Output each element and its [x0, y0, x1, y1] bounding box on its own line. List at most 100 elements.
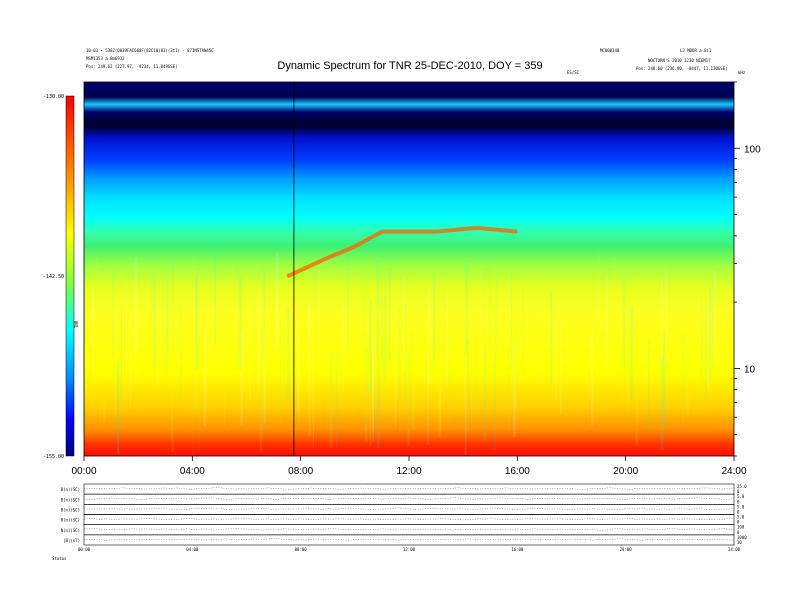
panel-frame: [83, 483, 735, 495]
y-axis: 10 100: [734, 81, 761, 457]
spectrogram-streak: [402, 277, 405, 372]
panel-trace: [83, 528, 735, 531]
spectrogram-streak: [117, 361, 120, 455]
spectrogram-streak: [347, 253, 349, 348]
panel-label: N(n)(SC): [61, 528, 80, 533]
spectrogram-streak: [661, 277, 663, 372]
spectrogram-streak: [120, 310, 123, 404]
spectrogram-streak: [493, 356, 496, 451]
event-label: ES/SC: [567, 70, 580, 75]
colorbar-tick-label: -130.00: [43, 94, 64, 100]
spectrogram-streak: [704, 305, 707, 400]
panel-right-top: 1000: [737, 535, 747, 540]
spectrogram-streak: [193, 252, 195, 347]
spectrogram-streak: [410, 331, 413, 425]
spectrogram-streak: [342, 300, 344, 395]
panel-x-tick-label: 12:00: [403, 547, 416, 552]
parameter-panels: B(n)(SC)25.00B(n)(SC)5.00B(n)(SC)5.00B(n…: [61, 483, 747, 546]
spectrogram-streak: [308, 341, 311, 436]
x-axis: 00:00 04:00 08:00 12:00 16:00 20:00 24:00: [71, 456, 747, 477]
spectrogram-streak: [356, 281, 359, 376]
x-tick-label: 04:00: [180, 466, 205, 477]
spectrogram-streak: [508, 338, 510, 432]
spectrogram-streaks: [84, 225, 717, 456]
spectrogram-streak: [298, 333, 300, 428]
spectrogram-streak: [329, 354, 333, 448]
header-left: 10-03 • 5382(0039FAC668F(82C10(83)(3t1) …: [86, 48, 214, 69]
spectrogram-streak: [660, 356, 664, 450]
panel-right-bottom: 10: [737, 540, 742, 545]
header-left-line-3: Pos: 249.62 (227.97, -9234, 11.849GSE): [86, 64, 178, 69]
spectrogram-streak: [369, 351, 372, 446]
spectrogram-streak: [711, 275, 715, 370]
spectrogram-streak: [377, 354, 380, 449]
spectrogram-streak: [465, 260, 468, 355]
spectrogram-streak: [365, 348, 368, 442]
spectrogram-streak: [388, 266, 391, 361]
spectrogram-streak: [686, 322, 690, 416]
panel-frame: [83, 504, 735, 515]
panel-right-top: 5.0: [737, 504, 745, 509]
spectrogram-streak: [445, 294, 448, 388]
header-right-line-1: MC000340: [600, 48, 620, 53]
spectrogram-streak: [86, 278, 90, 372]
spectrogram-streak: [259, 358, 263, 453]
header-left-line-1: 10-03 • 5382(0039FAC668F(82C10(83)(3t1) …: [86, 48, 214, 53]
panel-frame: [83, 514, 735, 525]
spectrogram-streak: [194, 316, 198, 411]
spectrogram-streak: [198, 359, 200, 453]
spectrogram-streak: [665, 268, 668, 363]
spectrogram-streak: [448, 334, 451, 428]
panel-right-bottom: 0: [737, 499, 740, 504]
spectrogram-streak: [682, 329, 685, 424]
spectrogram-streak: [205, 317, 207, 412]
spectrogram-streak: [99, 328, 101, 423]
panel-x-tick-label: 00:00: [78, 547, 91, 552]
spectrogram-streak: [635, 352, 638, 447]
panel-label: B(n)(SC): [61, 497, 80, 502]
spectrogram-streak: [263, 268, 265, 362]
x-tick-label: 16:00: [505, 466, 530, 477]
spectrogram-streak: [613, 256, 616, 350]
spectrogram-streak: [427, 289, 431, 384]
spectrogram-streak: [486, 284, 488, 379]
spectrogram-streak: [495, 309, 497, 404]
spectrogram-streak: [362, 259, 366, 354]
spectrogram-streak: [439, 337, 442, 431]
spectrogram-streak: [475, 323, 478, 418]
spectrogram-streak: [622, 273, 626, 368]
spectrogram-streak: [192, 361, 194, 456]
panel-trace: [83, 497, 735, 500]
spectrogram-streak: [180, 305, 182, 399]
colorbar-label: TNR: [74, 320, 79, 328]
spectrogram-streak: [370, 312, 371, 407]
panel-right-top: 5.0: [737, 515, 745, 520]
spectrogram-streak: [480, 266, 483, 360]
spectrogram-streak: [541, 286, 543, 381]
x-tick-label: 08:00: [288, 466, 313, 477]
spectrogram-streak: [701, 325, 703, 419]
spectrogram-streak: [514, 326, 517, 420]
spectrogram-streak: [489, 262, 491, 357]
spectrogram-streak: [114, 322, 117, 417]
emission-band: [286, 225, 518, 279]
spectrogram-streak: [386, 278, 388, 373]
spectrogram-streak: [376, 259, 380, 354]
panel-right-bottom: 0: [737, 530, 740, 535]
spectrogram-streak: [153, 275, 156, 370]
spectrogram-streak: [647, 339, 650, 433]
header-right: MC000340 L3 MOOR a 8i1 NOCTURN'S 2010 12…: [600, 48, 728, 71]
panel-x-tick-label: 16:00: [511, 547, 524, 552]
chart-title: Dynamic Spectrum for TNR 25-DEC-2010, DO…: [277, 60, 542, 72]
panel-trace: [83, 487, 735, 490]
footer-label: Status: [52, 556, 67, 561]
header-right-line-4: Pos: 248.60 (236.90, -8447, 11.130GSE): [636, 66, 728, 71]
spectrogram-streak: [713, 269, 717, 364]
spectrogram-streak: [591, 331, 594, 426]
spectrogram-streak: [214, 252, 216, 347]
spectrogram-streak: [520, 304, 522, 399]
spectrogram-streak: [312, 354, 315, 448]
spectrogram-streak: [287, 308, 290, 402]
spectrogram-streak: [372, 348, 374, 443]
